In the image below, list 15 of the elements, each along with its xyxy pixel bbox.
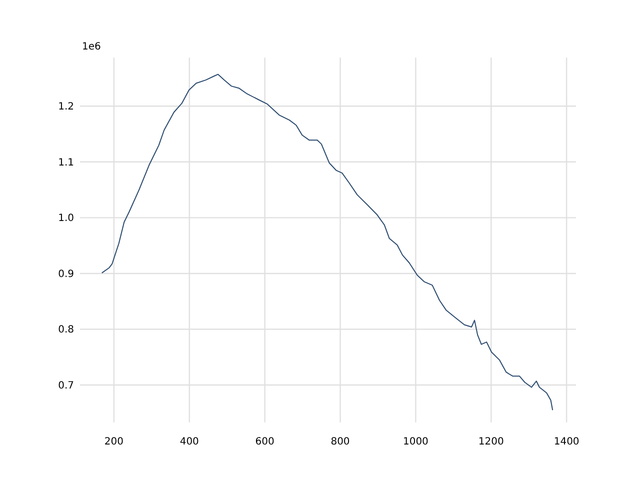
y-tick-label: 1.0 <box>58 213 74 224</box>
y-tick-label: 0.9 <box>58 268 74 280</box>
x-tick-label: 1000 <box>402 436 428 448</box>
x-tick-label: 400 <box>180 436 199 448</box>
x-tick-label: 1400 <box>554 436 580 448</box>
x-tick-label: 200 <box>104 436 124 448</box>
y-tick-label: 0.7 <box>58 380 74 392</box>
y-tick-label: 1.2 <box>58 102 74 113</box>
x-tick-label: 800 <box>330 436 350 448</box>
y-tick-label: 1.1 <box>58 157 74 168</box>
x-tick-label: 1200 <box>478 436 504 448</box>
line-series <box>101 74 554 411</box>
text: 1e6 <box>82 42 101 53</box>
y-tick-label: 0.8 <box>58 324 74 336</box>
x-tick-label: 600 <box>255 436 274 448</box>
